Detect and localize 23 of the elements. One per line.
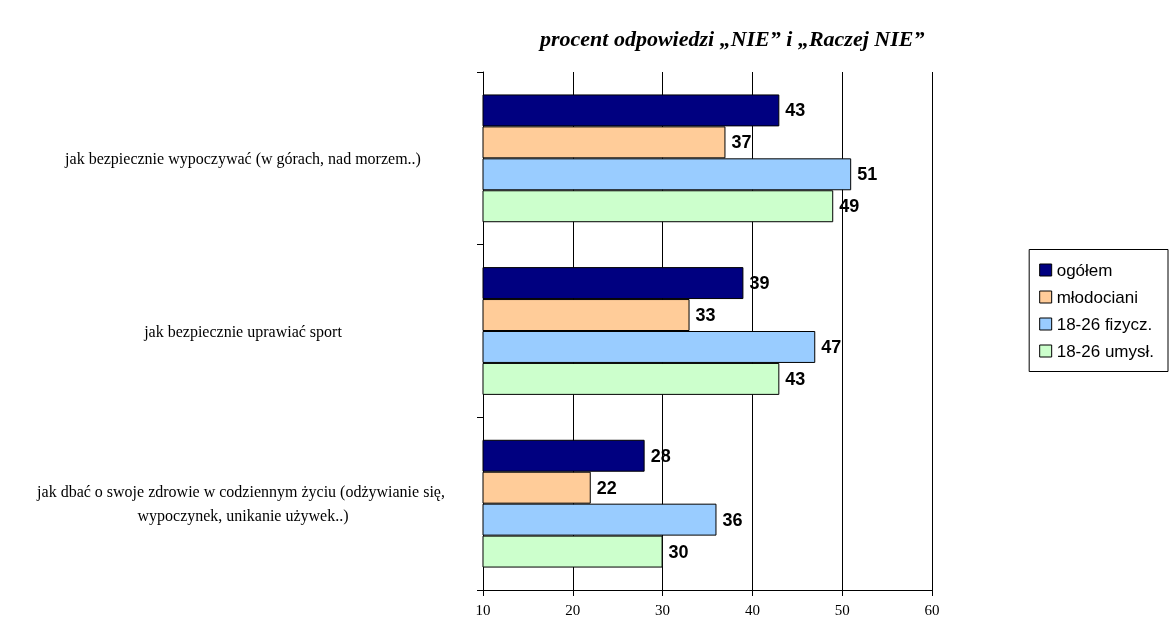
- data-label: 37: [731, 132, 752, 153]
- data-label: 36: [722, 509, 743, 530]
- x-tick-label: 60: [924, 601, 940, 618]
- chart-title: procent odpowiedzi „NIE” i „Raczej NIE”: [538, 25, 925, 51]
- legend-label: 18-26 fizycz.: [1056, 314, 1153, 334]
- y-tick-label: jak bezpiecznie wypoczywać (w górach, nad morzem..): [64, 149, 421, 168]
- x-tick-label: 10: [475, 601, 491, 618]
- data-label: 22: [596, 477, 617, 498]
- legend-label: 18-26 umysł.: [1056, 341, 1155, 361]
- data-label: 47: [821, 336, 842, 357]
- data-label: 43: [785, 100, 806, 121]
- legend-label: ogółem: [1056, 260, 1113, 280]
- y-tick-label: jak bezpiecznie uprawiać sport: [143, 322, 343, 341]
- x-tick-label: 20: [565, 601, 581, 618]
- data-label: 51: [857, 164, 878, 185]
- x-tick-label: 30: [655, 601, 671, 618]
- x-tick-label: 40: [744, 601, 760, 618]
- data-label: 43: [785, 368, 806, 389]
- x-tick-label: 50: [834, 601, 850, 618]
- data-label: 33: [695, 305, 716, 326]
- y-tick-label: jak dbać o swoje zdrowie w codziennym życiu (odżywianie się, wypoczynek, unikanie używek..): [36, 483, 449, 526]
- data-label: 30: [668, 541, 689, 562]
- legend-label: młodociani: [1056, 287, 1138, 307]
